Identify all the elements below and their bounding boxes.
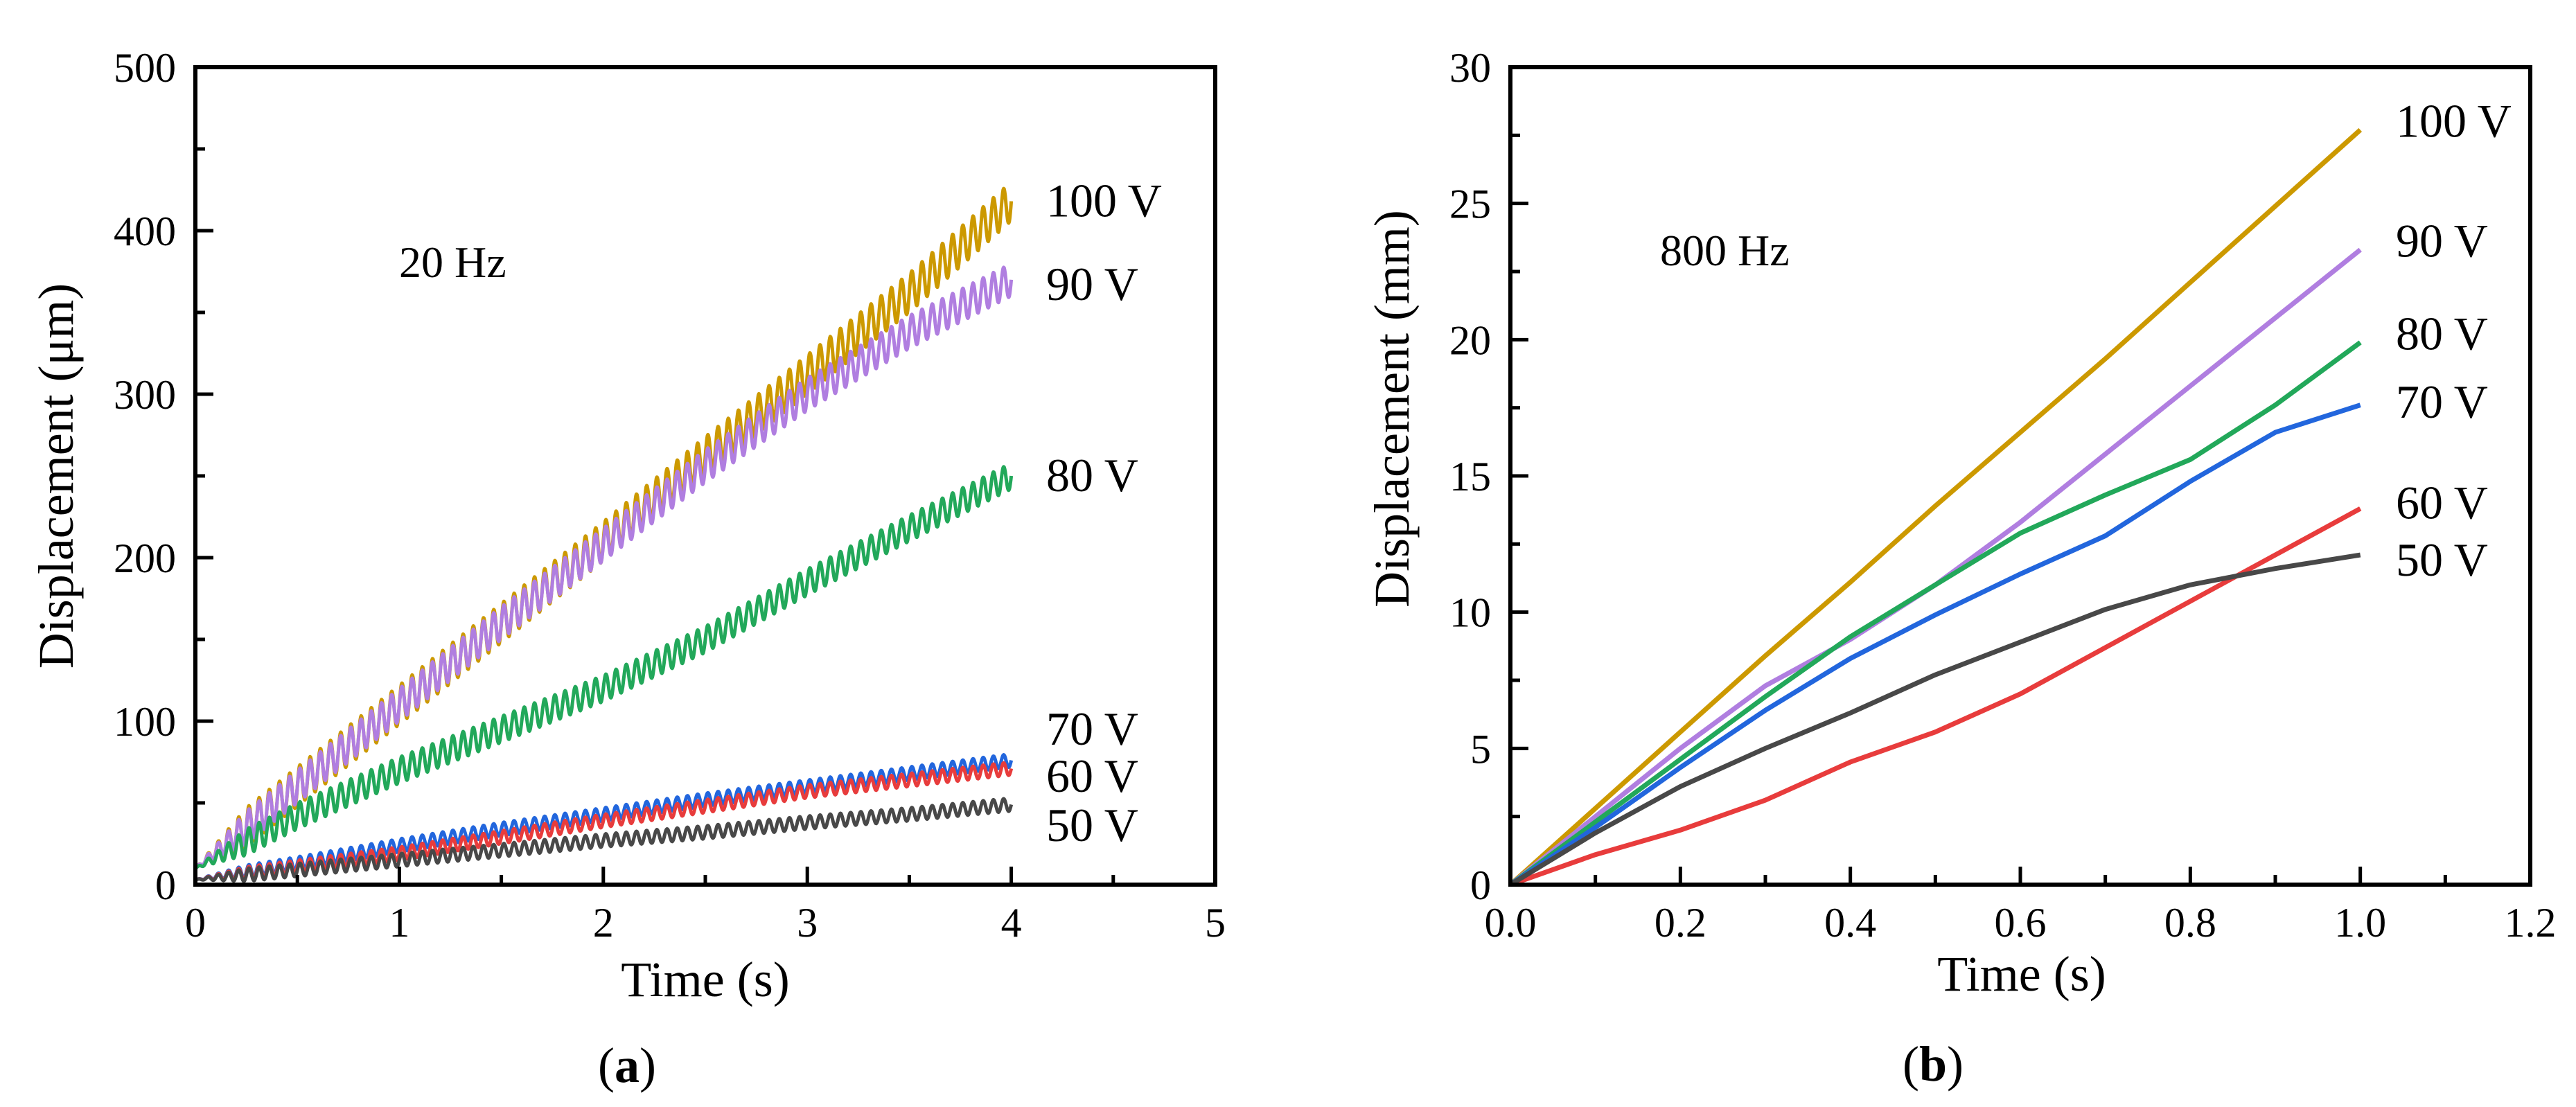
panel-b: 0.0 0.2 0.4 0.6 0.8 1.0 1.2 0 5 10 15 20 25 30 100 V 9… — [1364, 45, 2557, 1092]
y-tick-label: 25 — [1449, 181, 1491, 227]
y-tick-label: 300 — [114, 372, 176, 418]
panel-b-ticks — [1508, 65, 2532, 887]
x-tick-label: 1.0 — [2334, 900, 2386, 946]
panel-a-tick-labels: 0 1 2 3 4 5 0 100 200 300 400 500 — [114, 45, 1226, 946]
x-tick-label: 0 — [185, 900, 206, 946]
series-label: 60 V — [2396, 476, 2488, 529]
series-line-50v — [1509, 552, 2361, 887]
y-tick-label: 500 — [114, 45, 176, 91]
panel-a: 0 1 2 3 4 5 0 100 200 300 400 500 100 V 90 V 80 V 70 V… — [28, 45, 1226, 1093]
series-line-70v — [194, 753, 1014, 882]
panel-b-y-axis-label: Displacement (mm) — [1364, 210, 1420, 608]
panel-a-series — [194, 186, 1014, 883]
panel-a-series-labels: 100 V 90 V 80 V 70 V60 V50 V — [1046, 175, 1162, 852]
x-tick-label: 4 — [1001, 900, 1022, 946]
series-label: 50 V — [2396, 533, 2488, 586]
x-tick-label: 0.6 — [1995, 900, 2047, 946]
panel-b-frequency-annotation: 800 Hz — [1660, 226, 1790, 275]
series-label: 50 V — [1046, 799, 1138, 851]
y-tick-label: 10 — [1449, 590, 1491, 636]
x-tick-label: 1.2 — [2505, 900, 2557, 946]
panel-a-caption-open: ( — [598, 1038, 615, 1093]
series-label: 100 V — [2396, 95, 2512, 148]
series-line-80v — [1508, 340, 2362, 887]
y-tick-label: 15 — [1449, 454, 1491, 499]
series-line-50v — [194, 797, 1014, 883]
series-label: 100 V — [1046, 175, 1162, 227]
panel-a-caption: (a) — [598, 1038, 656, 1093]
series-label: 70 V — [2396, 375, 2488, 428]
panel-b-series-labels: 100 V 90 V 80 V 70 V 60 V50 V — [2396, 95, 2512, 586]
series-line-90v — [194, 265, 1014, 870]
series-label: 90 V — [1046, 258, 1138, 310]
panel-b-series — [1508, 127, 2363, 887]
panel-b-caption-close: ) — [1947, 1036, 1964, 1092]
panel-a-frequency-annotation: 20 Hz — [399, 238, 506, 287]
panel-a-y-axis-label: Displacement (μm) — [28, 283, 84, 668]
y-tick-label: 0 — [155, 862, 176, 908]
panel-a-ticks — [193, 65, 1217, 887]
y-tick-label: 30 — [1449, 45, 1491, 91]
y-tick-label: 400 — [114, 209, 176, 254]
x-tick-label: 3 — [797, 900, 818, 946]
y-tick-label: 20 — [1449, 317, 1491, 363]
x-tick-label: 1 — [389, 900, 409, 946]
y-tick-label: 100 — [114, 699, 176, 745]
series-line-60v — [1509, 506, 2362, 887]
x-tick-label: 0.4 — [1824, 900, 1876, 946]
panel-b-tick-labels: 0.0 0.2 0.4 0.6 0.8 1.0 1.2 0 5 10 15 20 25 30 — [1449, 45, 2557, 946]
panel-a-caption-letter: a — [615, 1038, 639, 1093]
y-tick-label: 0 — [1470, 862, 1491, 908]
panel-b-x-axis-label: Time (s) — [1937, 946, 2106, 1002]
x-tick-label: 0.0 — [1485, 900, 1537, 946]
series-label: 70 V — [1046, 702, 1138, 755]
y-tick-label: 5 — [1470, 726, 1491, 772]
series-label: 80 V — [2396, 307, 2488, 360]
series-label: 90 V — [2396, 215, 2488, 267]
panel-b-caption: (b) — [1903, 1036, 1964, 1092]
series-label: 80 V — [1046, 449, 1138, 502]
panel-a-caption-close: ) — [639, 1038, 656, 1093]
series-line-60v — [194, 761, 1014, 882]
x-tick-label: 2 — [593, 900, 614, 946]
x-tick-label: 5 — [1205, 900, 1226, 946]
panel-b-caption-letter: b — [1919, 1036, 1947, 1092]
series-label: 60 V — [1046, 750, 1138, 802]
x-tick-label: 0.8 — [2164, 900, 2216, 946]
panel-b-caption-open: ( — [1903, 1036, 1919, 1092]
series-line-100v — [1508, 127, 2363, 887]
series-line-70v — [1509, 402, 2361, 887]
series-line-80v — [194, 465, 1014, 870]
x-tick-label: 0.2 — [1655, 900, 1706, 946]
y-tick-label: 200 — [114, 535, 176, 581]
panel-a-x-axis-label: Time (s) — [621, 952, 789, 1007]
